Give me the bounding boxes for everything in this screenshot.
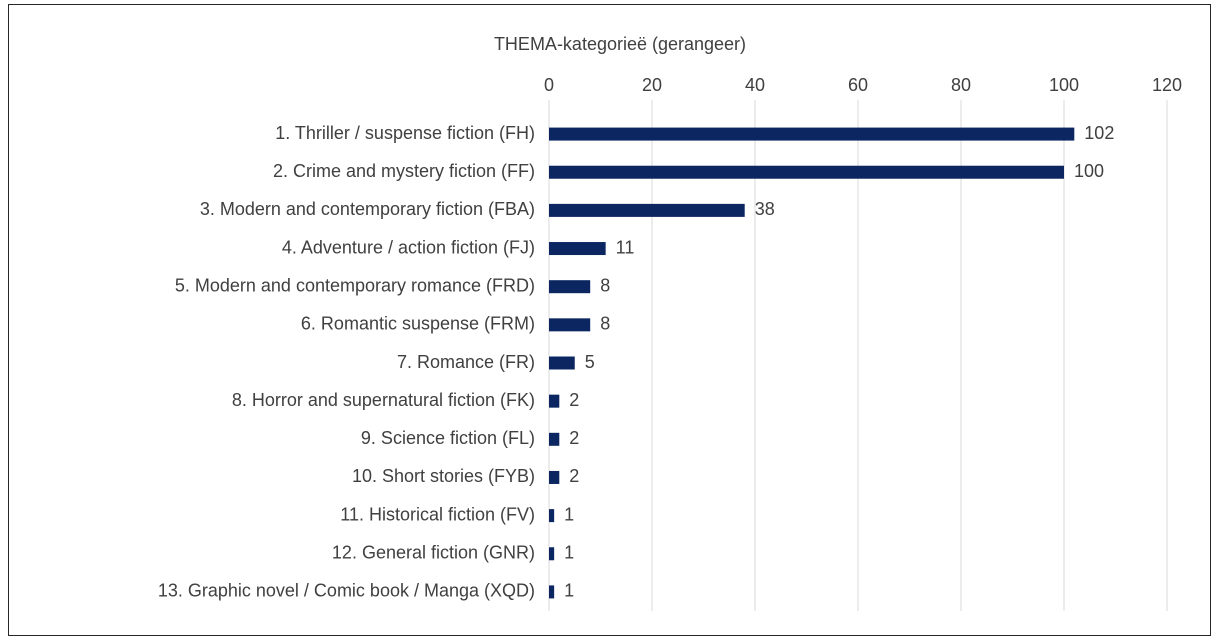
data-label: 102 [1084, 123, 1114, 143]
bar [549, 470, 560, 484]
bar [549, 394, 560, 408]
bar [549, 356, 575, 370]
data-label: 5 [585, 352, 595, 372]
data-label: 38 [755, 199, 775, 219]
bar [549, 318, 591, 332]
data-label: 1 [564, 543, 574, 563]
x-tick-label: 0 [544, 75, 554, 95]
bar [549, 547, 555, 561]
y-tick-label: 1. Thriller / suspense fiction (FH) [275, 123, 535, 143]
y-tick-label: 8. Horror and supernatural fiction (FK) [232, 390, 535, 410]
y-tick-label: 6. Romantic suspense (FRM) [301, 314, 535, 334]
y-tick-label: 9. Science fiction (FL) [361, 428, 535, 448]
y-tick-label: 12. General fiction (GNR) [332, 543, 535, 563]
bar [549, 242, 606, 256]
x-tick-label: 60 [848, 75, 868, 95]
data-label: 2 [569, 390, 579, 410]
y-tick-label: 5. Modern and contemporary romance (FRD) [175, 275, 535, 295]
bar [549, 509, 555, 523]
x-tick-label: 100 [1049, 75, 1079, 95]
data-label: 1 [564, 581, 574, 601]
bar [549, 127, 1075, 141]
data-label: 11 [616, 237, 635, 257]
data-label: 2 [569, 428, 579, 448]
x-tick-label: 20 [642, 75, 662, 95]
bar [549, 432, 560, 446]
y-tick-label: 13. Graphic novel / Comic book / Manga (… [158, 581, 535, 601]
data-label: 2 [569, 466, 579, 486]
bar [549, 280, 591, 294]
bar [549, 585, 555, 599]
chart-title: THEMA-kategorieë (gerangeer) [494, 34, 746, 54]
y-tick-label: 3. Modern and contemporary fiction (FBA) [200, 199, 535, 219]
y-tick-label: 7. Romance (FR) [397, 352, 535, 372]
y-tick-label: 10. Short stories (FYB) [352, 466, 535, 486]
bar [549, 203, 745, 217]
data-label: 8 [600, 314, 610, 334]
y-tick-label: 2. Crime and mystery fiction (FF) [273, 161, 535, 181]
x-tick-label: 80 [951, 75, 971, 95]
data-label: 8 [600, 275, 610, 295]
data-label: 100 [1074, 161, 1104, 181]
x-tick-label: 40 [745, 75, 765, 95]
y-tick-label: 11. Historical fiction (FV) [340, 504, 535, 524]
bar [549, 165, 1064, 179]
data-label: 1 [564, 504, 574, 524]
chart-border [8, 4, 1211, 636]
x-tick-label: 120 [1152, 75, 1182, 95]
y-tick-label: 4. Adventure / action fiction (FJ) [282, 237, 535, 257]
